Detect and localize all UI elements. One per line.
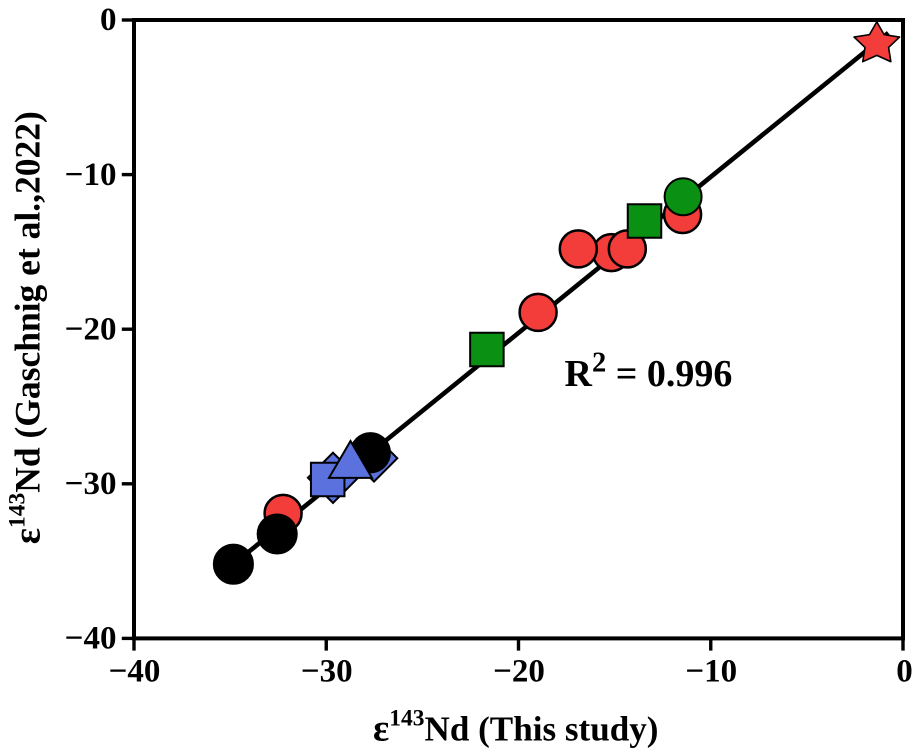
svg-text:−20: −20 [493,654,545,690]
svg-text:ε143Nd (Gaschnig et al.,2022): ε143Nd (Gaschnig et al.,2022) [4,111,48,544]
svg-text:−20: −20 [65,311,117,347]
svg-text:−10: −10 [685,654,737,690]
svg-text:R2 = 0.996: R2 = 0.996 [565,347,733,395]
svg-text:−30: −30 [65,466,117,502]
svg-text:0: 0 [896,654,913,690]
svg-text:−40: −40 [109,654,161,690]
svg-text:−40: −40 [65,621,117,657]
svg-text:−30: −30 [301,654,353,690]
svg-text:0: 0 [100,2,117,38]
svg-text:ε143Nd (This study): ε143Nd (This study) [373,706,658,750]
svg-text:−10: −10 [65,157,117,193]
